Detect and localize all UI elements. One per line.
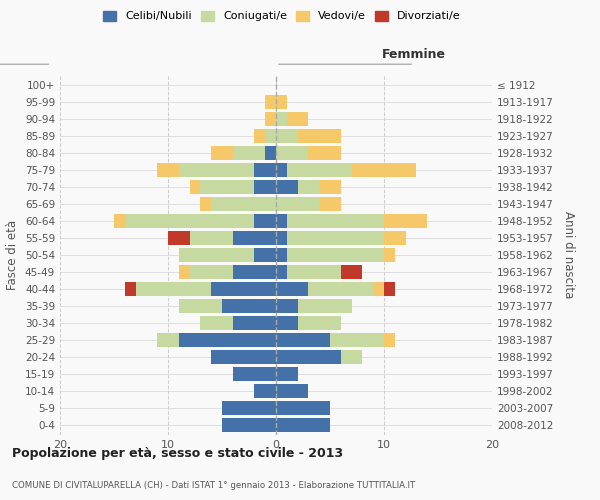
- Bar: [276, 214, 287, 228]
- Bar: [276, 96, 287, 109]
- Bar: [125, 282, 136, 296]
- Bar: [298, 299, 352, 312]
- Bar: [276, 350, 341, 364]
- Bar: [179, 333, 276, 346]
- Bar: [254, 130, 265, 143]
- Bar: [190, 180, 200, 194]
- Bar: [125, 214, 254, 228]
- Bar: [276, 384, 308, 398]
- Bar: [384, 214, 427, 228]
- Bar: [200, 316, 233, 330]
- Bar: [319, 180, 341, 194]
- Y-axis label: Fasce di età: Fasce di età: [7, 220, 19, 290]
- Bar: [179, 164, 254, 177]
- Bar: [384, 248, 395, 262]
- Bar: [265, 96, 276, 109]
- Bar: [254, 384, 276, 398]
- Bar: [222, 401, 276, 414]
- Bar: [276, 333, 330, 346]
- Bar: [254, 248, 276, 262]
- Bar: [308, 282, 373, 296]
- Bar: [276, 146, 308, 160]
- Bar: [179, 265, 190, 279]
- Bar: [276, 112, 287, 126]
- Bar: [276, 282, 308, 296]
- Bar: [190, 231, 233, 245]
- Bar: [265, 130, 276, 143]
- Bar: [384, 333, 395, 346]
- Bar: [276, 164, 287, 177]
- Bar: [200, 180, 254, 194]
- Bar: [233, 231, 276, 245]
- Bar: [265, 112, 276, 126]
- Bar: [254, 180, 276, 194]
- Bar: [298, 130, 341, 143]
- Bar: [190, 265, 233, 279]
- Bar: [168, 231, 190, 245]
- Bar: [254, 164, 276, 177]
- Bar: [233, 265, 276, 279]
- Bar: [287, 265, 341, 279]
- Bar: [276, 265, 287, 279]
- Bar: [276, 367, 298, 380]
- Bar: [200, 198, 211, 211]
- Bar: [157, 333, 179, 346]
- Bar: [276, 130, 298, 143]
- Text: Femmine: Femmine: [382, 48, 446, 60]
- Bar: [341, 350, 362, 364]
- Bar: [211, 198, 276, 211]
- Bar: [276, 180, 298, 194]
- Bar: [136, 282, 211, 296]
- Bar: [276, 418, 330, 432]
- Bar: [298, 316, 341, 330]
- Bar: [287, 164, 352, 177]
- Bar: [298, 180, 319, 194]
- Bar: [276, 316, 298, 330]
- Bar: [265, 146, 276, 160]
- Bar: [233, 316, 276, 330]
- Bar: [308, 146, 341, 160]
- Bar: [211, 282, 276, 296]
- Bar: [384, 282, 395, 296]
- Bar: [352, 164, 416, 177]
- Bar: [276, 231, 287, 245]
- Bar: [287, 231, 384, 245]
- Bar: [211, 350, 276, 364]
- Bar: [179, 299, 222, 312]
- Bar: [287, 248, 384, 262]
- Bar: [319, 198, 341, 211]
- Bar: [222, 418, 276, 432]
- Bar: [222, 299, 276, 312]
- Bar: [276, 248, 287, 262]
- Bar: [330, 333, 384, 346]
- Bar: [233, 367, 276, 380]
- Bar: [287, 214, 384, 228]
- Bar: [179, 248, 254, 262]
- Bar: [373, 282, 384, 296]
- Bar: [254, 214, 276, 228]
- Bar: [211, 146, 233, 160]
- Bar: [287, 112, 308, 126]
- Bar: [276, 299, 298, 312]
- Legend: Celibi/Nubili, Coniugati/e, Vedovi/e, Divorziati/e: Celibi/Nubili, Coniugati/e, Vedovi/e, Di…: [103, 10, 461, 22]
- Bar: [276, 198, 319, 211]
- Bar: [384, 231, 406, 245]
- Bar: [157, 164, 179, 177]
- Bar: [233, 146, 265, 160]
- Text: COMUNE DI CIVITALUPARELLA (CH) - Dati ISTAT 1° gennaio 2013 - Elaborazione TUTTI: COMUNE DI CIVITALUPARELLA (CH) - Dati IS…: [12, 480, 415, 490]
- Text: Popolazione per età, sesso e stato civile - 2013: Popolazione per età, sesso e stato civil…: [12, 448, 343, 460]
- Bar: [341, 265, 362, 279]
- Bar: [276, 401, 330, 414]
- Y-axis label: Anni di nascita: Anni di nascita: [562, 212, 575, 298]
- Bar: [114, 214, 125, 228]
